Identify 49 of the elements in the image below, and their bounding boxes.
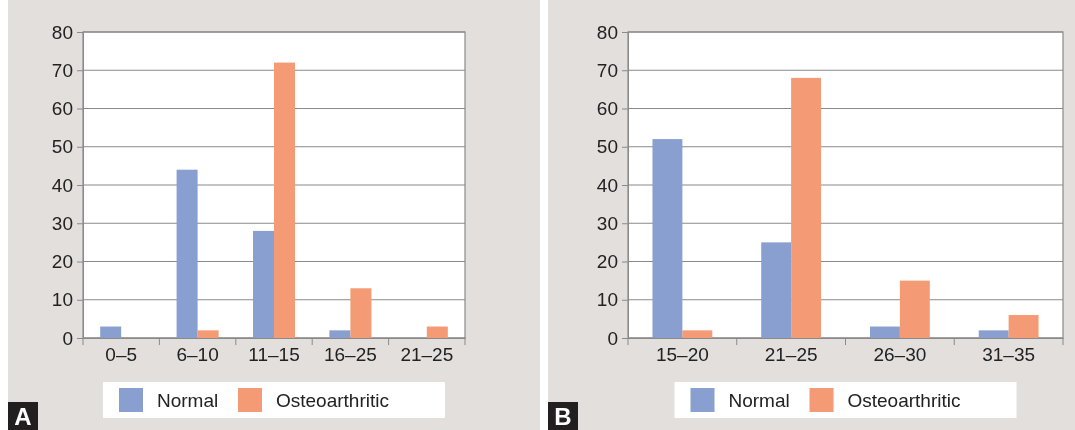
y-tick-label: 30 [596,212,618,234]
bar [791,77,822,338]
legend-label: Normal [157,390,219,411]
bar [176,169,198,338]
bar [100,326,122,338]
x-tick-label: 6–10 [176,344,219,366]
x-tick-label: 21–25 [764,344,818,366]
x-tick-label: 26–30 [873,344,927,366]
y-tick-label: 80 [51,21,73,43]
x-tick-label: 15–20 [655,344,709,366]
text: A [14,403,32,430]
bar [869,326,900,338]
y-tick-label: 40 [51,174,73,196]
bar [978,330,1009,338]
y-tick-label: 10 [596,289,618,311]
bar [899,280,930,338]
y-tick-label: 50 [51,136,73,158]
bar [197,330,219,338]
y-tick-label: 10 [51,289,73,311]
bar [252,230,274,338]
x-tick-label: 11–15 [248,344,300,366]
bar [761,242,792,338]
bar [652,139,683,338]
x-tick-label: 21–25 [400,344,454,366]
bar [1008,315,1039,338]
bar [329,330,351,338]
bar [682,330,713,338]
x-tick-label: 0–5 [105,344,138,366]
y-tick-label: 70 [596,59,618,81]
bar [426,326,448,338]
y-tick-label: 50 [596,136,618,158]
y-tick-label: 70 [51,59,73,81]
x-tick-label: 31–35 [982,344,1036,366]
y-tick-label: 60 [596,98,618,120]
legend-label: Osteoarthritic [847,390,961,411]
y-tick-label: 60 [51,98,73,120]
bar [350,288,372,338]
y-tick-label: 20 [51,251,73,273]
text: B [554,403,572,430]
y-tick-label: 30 [51,212,73,234]
x-tick-label: 16–25 [323,344,377,366]
y-tick-label: 80 [596,21,618,43]
legend-label: Osteoarthritic [276,390,389,411]
y-tick-label: 0 [62,327,73,349]
bar [274,62,296,338]
y-tick-label: 0 [607,327,618,349]
legend-label: Normal [728,390,790,411]
y-tick-label: 40 [596,174,618,196]
y-tick-label: 20 [596,251,618,273]
